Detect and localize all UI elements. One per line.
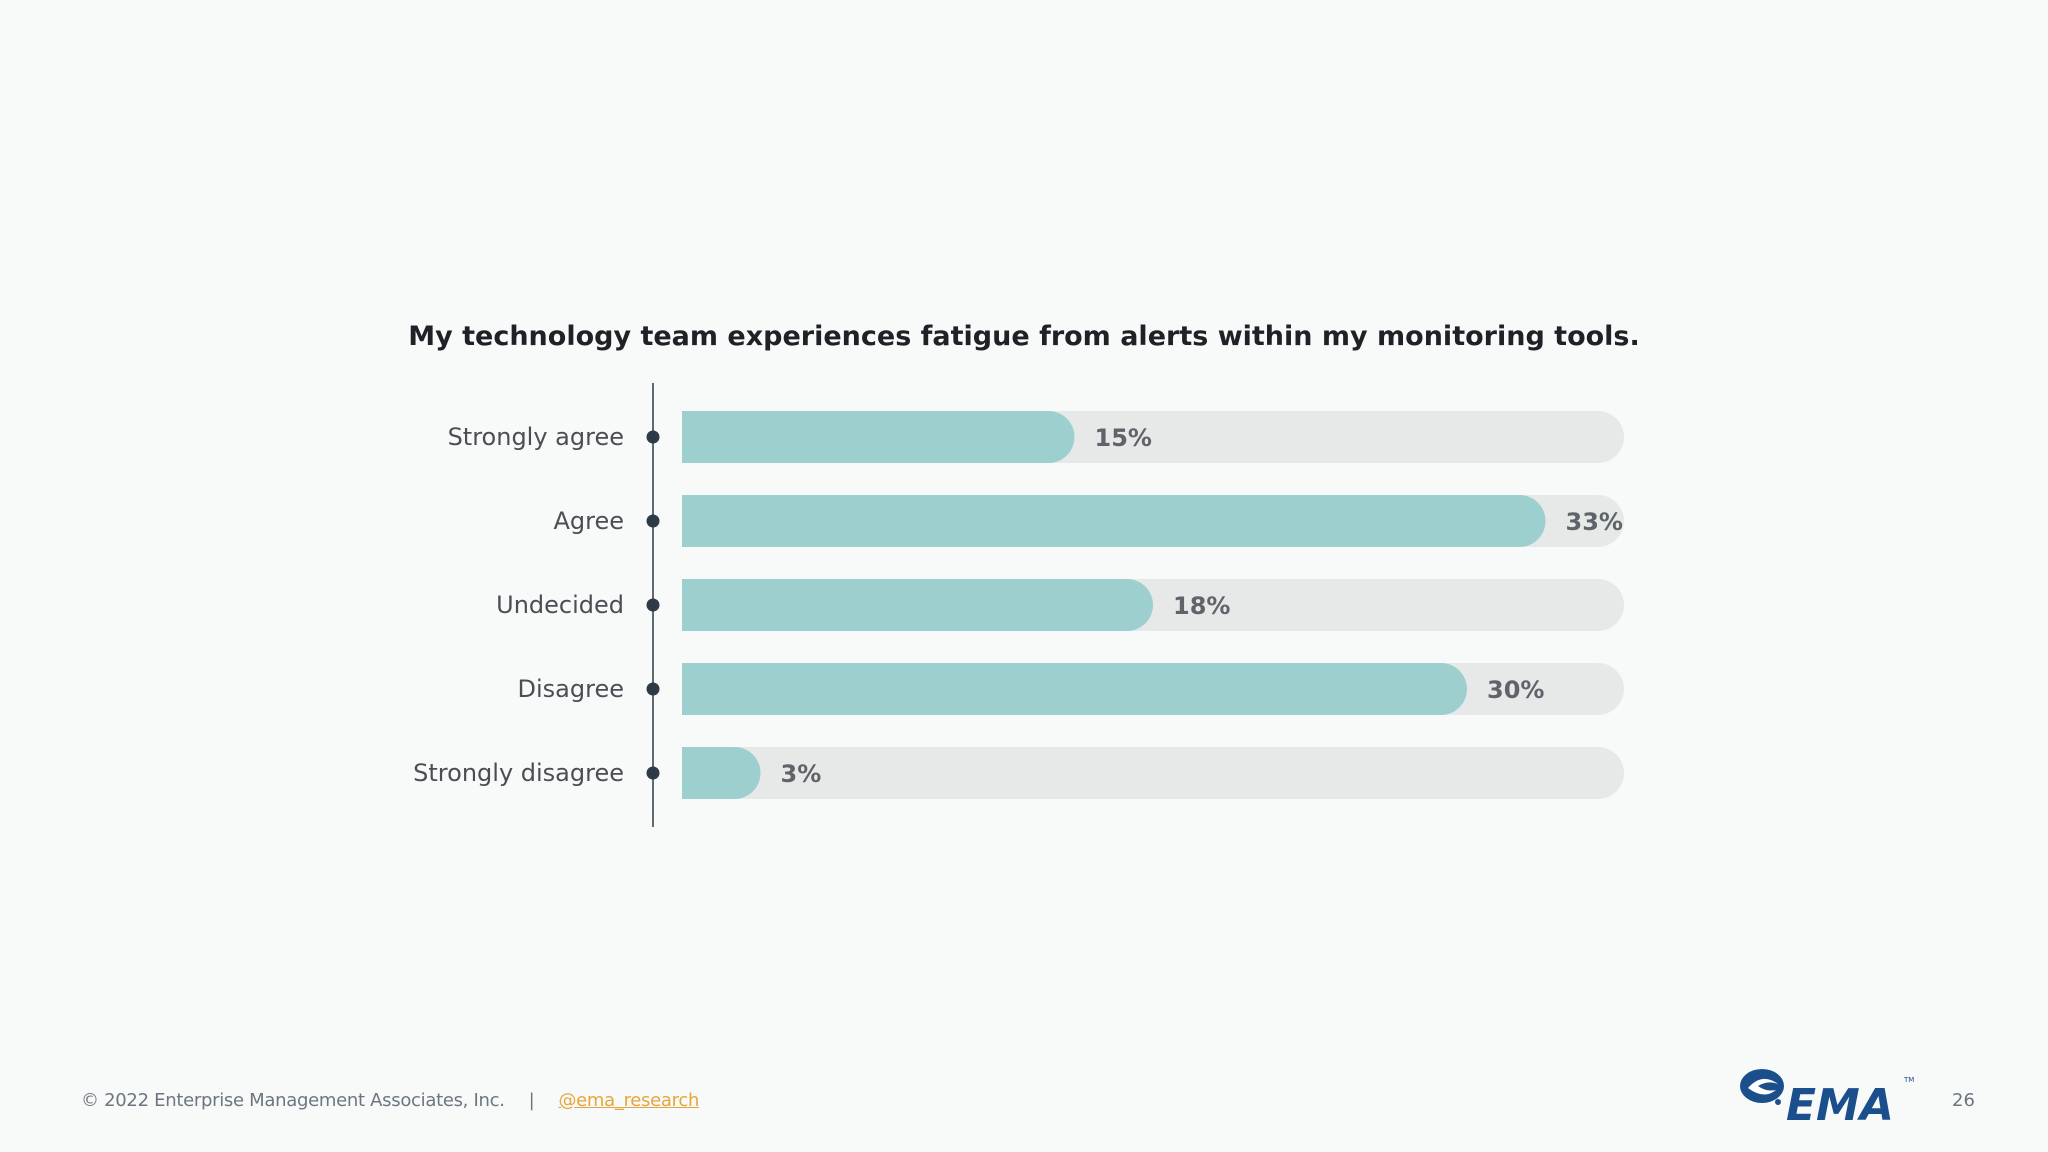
chart-title: My technology team experiences fatigue f… [408, 321, 1640, 352]
data-label: 18% [1173, 592, 1230, 620]
category-label: Disagree [518, 675, 624, 703]
category-label: Agree [553, 507, 624, 535]
bar-track [682, 747, 1624, 799]
category-marker [646, 682, 660, 696]
category-label: Strongly agree [448, 423, 624, 451]
bar [682, 495, 1546, 547]
ema-logo-icon: EMA TM [1740, 1069, 1914, 1126]
category-marker [646, 514, 660, 528]
data-label: 30% [1487, 676, 1544, 704]
svg-text:TM: TM [1903, 1076, 1914, 1084]
bar [682, 579, 1153, 631]
bar [682, 411, 1075, 463]
bar [682, 663, 1467, 715]
category-marker [646, 430, 660, 444]
data-label: 15% [1095, 424, 1152, 452]
category-label: Undecided [496, 591, 624, 619]
twitter-handle-link[interactable]: @ema_research [558, 1090, 700, 1111]
logo-text: EMA [1786, 1080, 1894, 1126]
page-number: 26 [1952, 1090, 1975, 1111]
data-label: 3% [781, 760, 822, 788]
bar [682, 747, 761, 799]
category-marker [646, 598, 660, 612]
category-marker [646, 766, 660, 780]
footer-separator: | [528, 1090, 535, 1111]
copyright-text: © 2022 Enterprise Management Associates,… [81, 1090, 505, 1111]
data-label: 33% [1566, 508, 1623, 536]
category-label: Strongly disagree [413, 759, 624, 787]
footer: © 2022 Enterprise Management Associates,… [81, 1090, 699, 1111]
bars-group: Strongly agree 15% Agree 33% Undecided 18% Dis… [413, 411, 1624, 799]
